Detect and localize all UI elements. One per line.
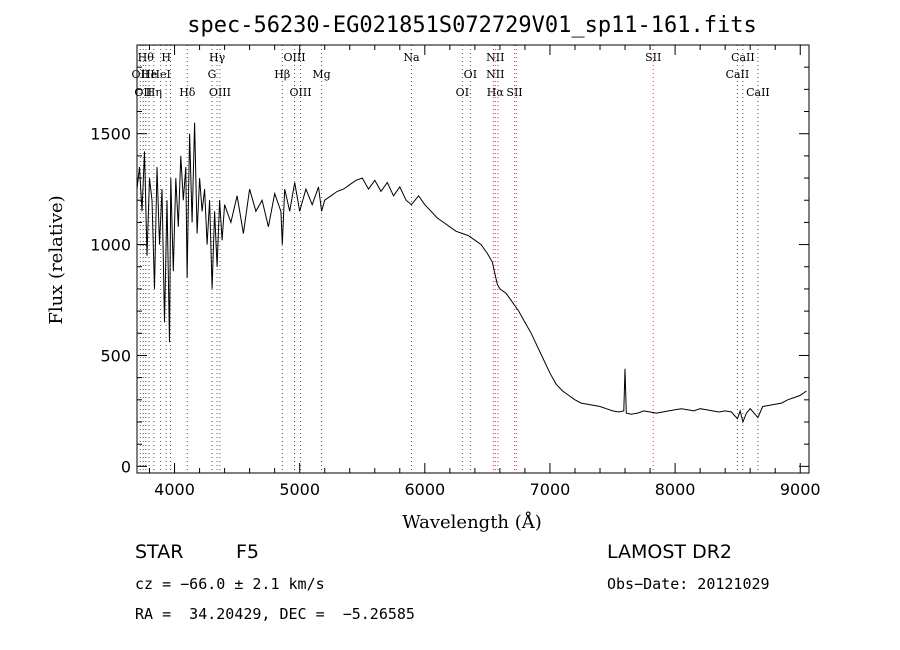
survey-name: LAMOST DR2	[607, 541, 732, 563]
x-tick-label: 4000	[154, 480, 195, 499]
spectral-lines	[139, 45, 759, 473]
emission-line-label: Hα	[487, 86, 505, 99]
axis-ticks: 4000 5000 6000 7000 8000 9000 0 500 1000 1500	[90, 45, 821, 499]
y-axis-label: Flux (relative)	[46, 195, 67, 324]
absorption-line-label: H	[161, 51, 171, 64]
y-tick-label: 500	[100, 346, 131, 365]
absorption-line-label: CaII	[731, 51, 755, 64]
chart-title: spec-56230-EG021851S072729V01_sp11-161.f…	[187, 13, 757, 38]
absorption-line-label: Hθ	[138, 51, 155, 64]
redshift-cz: cz = −66.0 ± 2.1 km/s	[135, 575, 325, 593]
y-tick-label: 1500	[90, 125, 131, 144]
sky-coordinates: RA = 34.20429, DEC = −5.26585	[135, 605, 415, 623]
x-tick-label: 6000	[404, 480, 445, 499]
emission-line-label: NII	[486, 68, 504, 81]
absorption-line-label: Mg	[312, 68, 330, 81]
absorption-line-label: HeI	[150, 68, 170, 81]
object-subclass: F5	[236, 541, 260, 563]
emission-line-label: SII	[506, 86, 522, 99]
emission-line-label: SII	[645, 51, 661, 64]
absorption-line-label: OI	[456, 86, 469, 99]
x-tick-label: 8000	[655, 480, 696, 499]
absorption-line-label: He	[141, 68, 157, 81]
x-tick-label: 9000	[780, 480, 821, 499]
absorption-line-label: OIII	[290, 86, 312, 99]
object-class: STAR	[135, 541, 184, 563]
absorption-line-label: OIII	[284, 51, 306, 64]
y-tick-label: 0	[121, 457, 131, 476]
observation-date: Obs−Date: 20121029	[607, 575, 770, 593]
absorption-line-label: OIII	[209, 86, 231, 99]
x-axis-label: Wavelength (Å)	[402, 511, 542, 533]
absorption-line-label: Hδ	[179, 86, 196, 99]
emission-line-label: NII	[486, 51, 504, 64]
y-tick-label: 1000	[90, 236, 131, 255]
absorption-line-label: Hγ	[209, 51, 226, 64]
x-tick-label: 5000	[279, 480, 320, 499]
x-tick-label: 7000	[530, 480, 571, 499]
absorption-line-label: Hη	[146, 86, 162, 99]
absorption-line-label: OI	[464, 68, 477, 81]
spectrum-series-line	[136, 122, 807, 424]
absorption-line-label: Hβ	[274, 68, 290, 81]
absorption-line-label: OII	[132, 68, 150, 81]
absorption-line-label: G	[208, 68, 217, 81]
absorption-line-label: CaII	[746, 86, 770, 99]
plot-frame	[136, 44, 810, 474]
absorption-line-label: Na	[403, 51, 420, 64]
spectral-line-labels: OIIOIIHθHeHηHeIHHδGHγOIIIHβOIIIOIIIMgNaO…	[132, 51, 770, 99]
absorption-line-label: CaII	[726, 68, 750, 81]
